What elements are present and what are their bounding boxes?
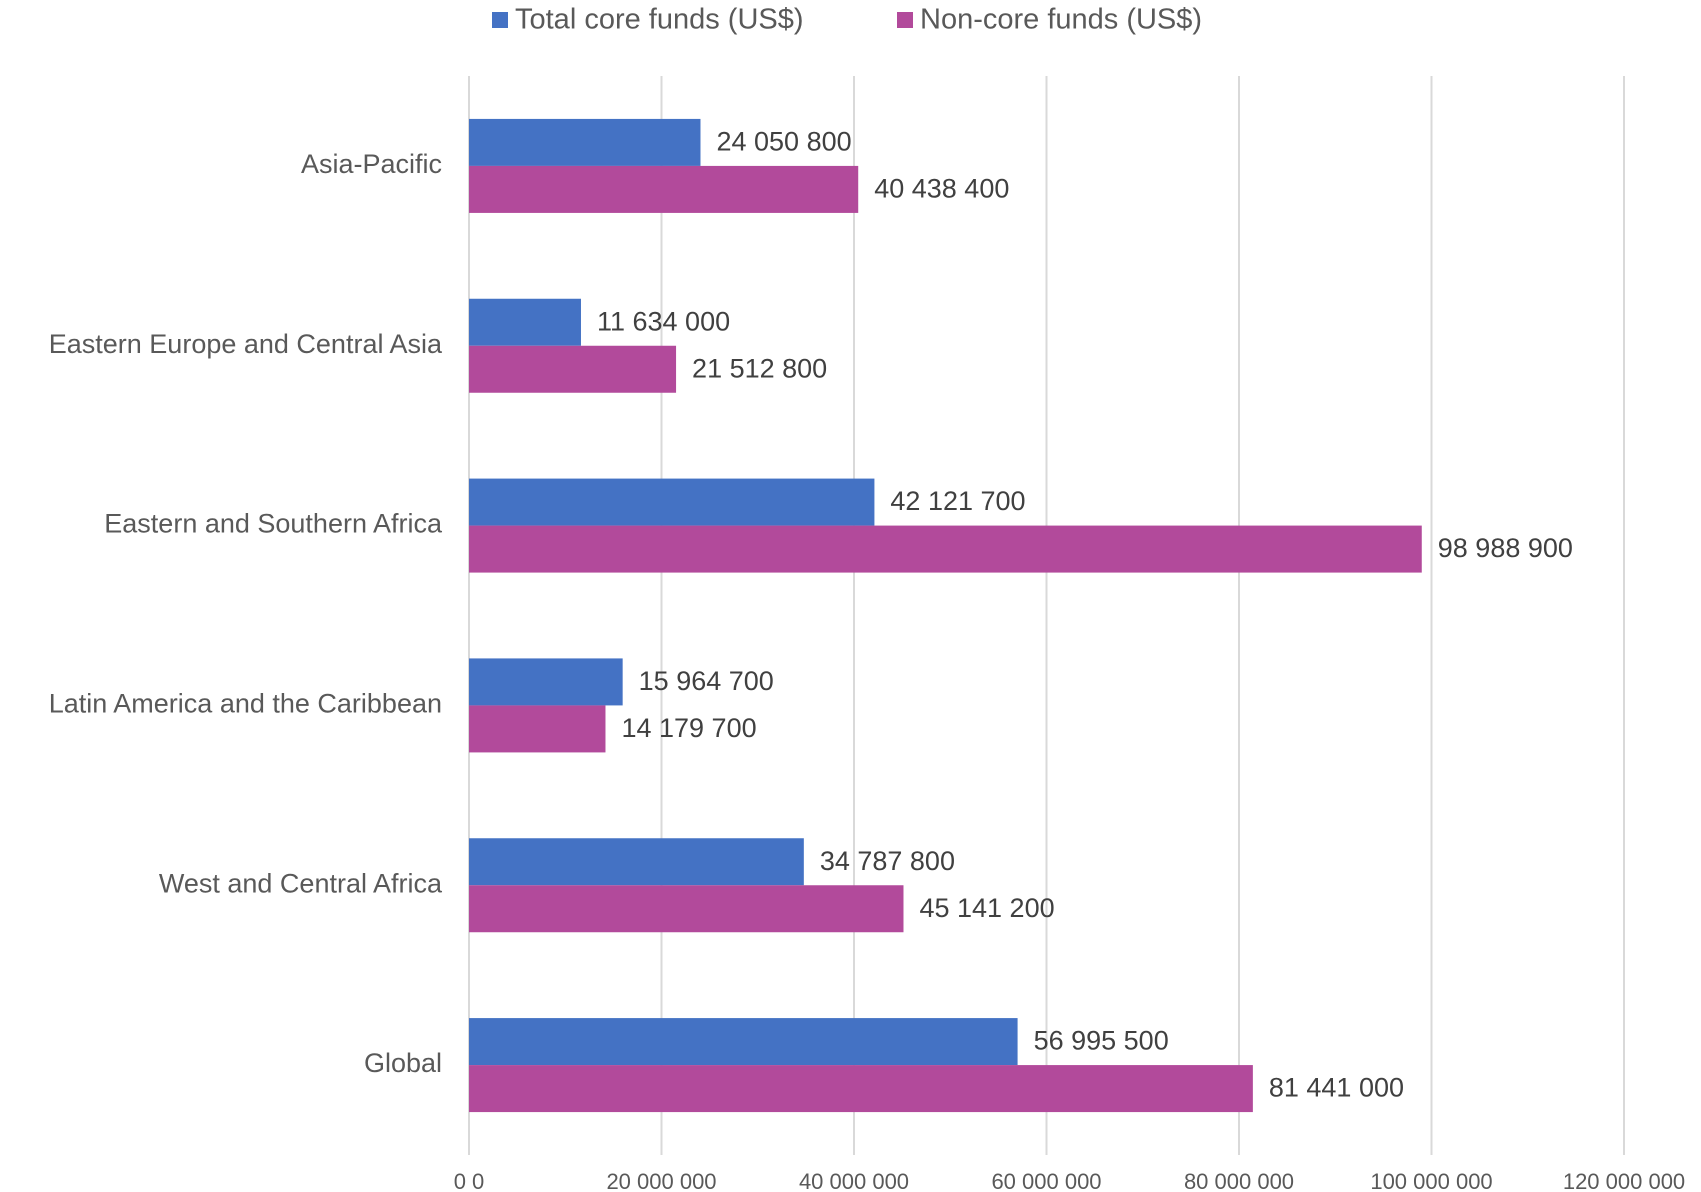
x-tick-label: 80 000 000 xyxy=(1184,1169,1294,1192)
bar xyxy=(469,165,859,213)
legend-swatch xyxy=(897,12,913,28)
category-label: West and Central Africa xyxy=(159,868,443,898)
data-label: 81 441 000 xyxy=(1269,1073,1404,1103)
bar xyxy=(469,658,623,706)
data-label: 42 121 700 xyxy=(890,486,1025,516)
bar xyxy=(469,885,904,933)
data-label: 56 995 500 xyxy=(1034,1026,1169,1056)
x-tick-label: 40 000 000 xyxy=(799,1169,909,1192)
bar xyxy=(469,298,581,346)
legend-swatch xyxy=(492,12,508,28)
data-label: 45 141 200 xyxy=(919,893,1054,923)
data-label: 40 438 400 xyxy=(874,174,1009,204)
bar xyxy=(469,478,875,526)
x-tick-label: 120 000 000 xyxy=(1563,1169,1685,1192)
category-label: Eastern Europe and Central Asia xyxy=(49,329,443,359)
bar xyxy=(469,525,1422,573)
data-label: 11 634 000 xyxy=(597,306,730,336)
data-label: 98 988 900 xyxy=(1438,533,1573,563)
category-label: Global xyxy=(364,1048,442,1078)
x-tick-label: 20 000 000 xyxy=(606,1169,716,1192)
x-tick-label: 100 000 000 xyxy=(1370,1169,1492,1192)
legend-label: Non-core funds (US$) xyxy=(920,4,1202,36)
x-tick-label: 0 0 xyxy=(454,1169,485,1192)
category-label: Eastern and Southern Africa xyxy=(104,509,443,539)
data-label: 21 512 800 xyxy=(692,353,827,383)
data-label: 14 179 700 xyxy=(621,713,756,743)
data-label: 24 050 800 xyxy=(716,127,851,157)
bar xyxy=(469,1018,1018,1066)
category-label: Asia-Pacific xyxy=(301,149,442,179)
legend-label: Total core funds (US$) xyxy=(515,4,804,36)
bar xyxy=(469,118,701,166)
data-label: 15 964 700 xyxy=(639,666,774,696)
bar xyxy=(469,1065,1253,1113)
bar xyxy=(469,345,677,393)
category-label: Latin America and the Caribbean xyxy=(49,689,442,719)
data-label: 34 787 800 xyxy=(820,846,955,876)
bar xyxy=(469,838,804,886)
x-tick-label: 60 000 000 xyxy=(991,1169,1101,1192)
bar xyxy=(469,705,606,753)
